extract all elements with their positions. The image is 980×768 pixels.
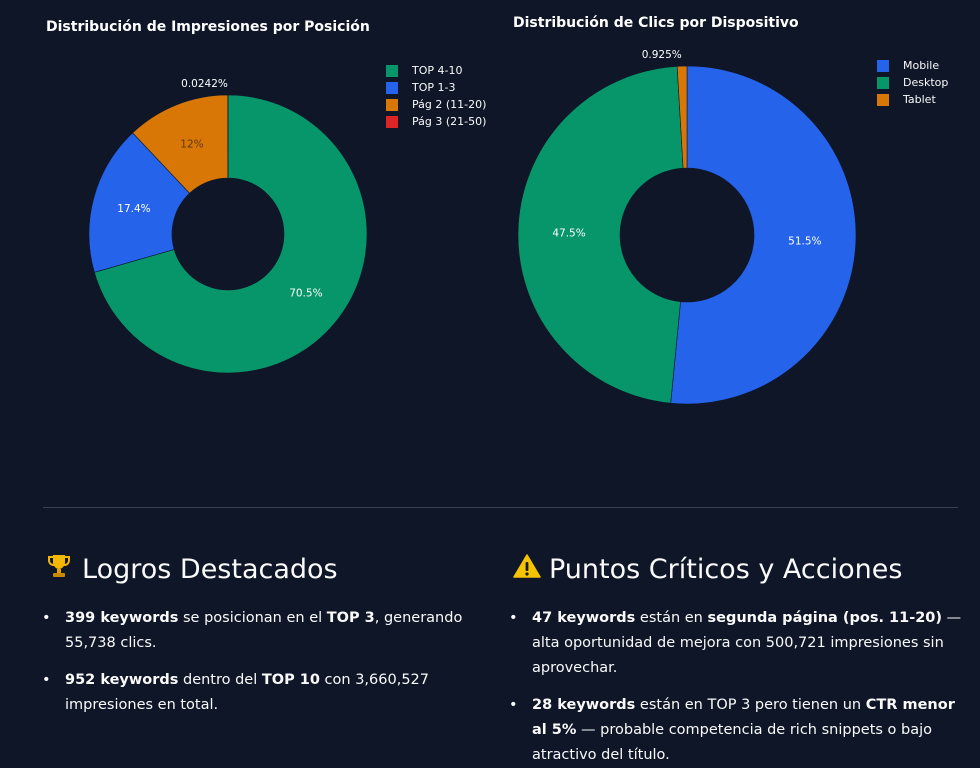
slice-label: 0.925% — [642, 49, 682, 61]
legend-item-pag-3[interactable]: Pág 3 (21-50) — [386, 113, 486, 130]
text: están en — [635, 610, 707, 626]
logros-section: Logros Destacados 399 keywords se posici… — [46, 548, 496, 718]
legend-item-desktop[interactable]: Desktop — [877, 74, 948, 91]
legend-swatch — [877, 60, 889, 72]
legend-item-tablet[interactable]: Tablet — [877, 91, 948, 108]
slice-label: 12% — [180, 138, 203, 150]
text: se posicionan en el — [178, 610, 326, 626]
list-item: 399 keywords se posicionan en el TOP 3, … — [46, 606, 496, 656]
legend-label: Pág 2 (11-20) — [412, 98, 486, 111]
legend-label: Desktop — [903, 76, 948, 89]
logros-list: 399 keywords se posicionan en el TOP 3, … — [46, 606, 496, 718]
legend-swatch — [386, 116, 398, 128]
trophy-icon — [46, 552, 72, 586]
bold-text: 47 keywords — [532, 610, 635, 626]
criticos-list: 47 keywords están en segunda página (pos… — [513, 606, 973, 768]
list-item: 47 keywords están en segunda página (pos… — [513, 606, 973, 681]
legend-label: Tablet — [903, 93, 936, 106]
legend-label: Pág 3 (21-50) — [412, 115, 486, 128]
text: están en TOP 3 pero tienen un — [635, 697, 865, 713]
logros-heading: Logros Destacados — [46, 548, 496, 590]
legend-item-mobile[interactable]: Mobile — [877, 57, 948, 74]
criticos-title: Puntos Críticos y Acciones — [549, 554, 902, 585]
legend-item-top-4-10[interactable]: TOP 4-10 — [386, 62, 486, 79]
bold-text: 952 keywords — [65, 672, 178, 688]
criticos-heading: Puntos Críticos y Acciones — [513, 548, 973, 590]
section-divider — [43, 507, 958, 508]
bold-text: TOP 10 — [262, 672, 320, 688]
donut-slice-desktop[interactable] — [518, 66, 683, 403]
list-item: 28 keywords están en TOP 3 pero tienen u… — [513, 693, 973, 768]
text: — probable competencia de rich snippets … — [532, 722, 932, 763]
bold-text: 28 keywords — [532, 697, 635, 713]
legend-swatch — [386, 82, 398, 94]
text: dentro del — [178, 672, 262, 688]
bold-text: TOP 3 — [327, 610, 375, 626]
legend-swatch — [386, 65, 398, 77]
legend-item-pag-2[interactable]: Pág 2 (11-20) — [386, 96, 486, 113]
slice-label: 70.5% — [289, 288, 322, 300]
bold-text: segunda página (pos. 11-20) — [707, 610, 942, 626]
bold-text: 399 keywords — [65, 610, 178, 626]
legend-item-top-1-3[interactable]: TOP 1-3 — [386, 79, 486, 96]
impressions-legend: TOP 4-10 TOP 1-3 Pág 2 (11-20) Pág 3 (21… — [386, 62, 486, 130]
legend-swatch — [877, 94, 889, 106]
list-item: 952 keywords dentro del TOP 10 con 3,660… — [46, 668, 496, 718]
logros-title: Logros Destacados — [82, 554, 338, 585]
slice-label: 0.0242% — [181, 78, 228, 90]
warning-icon — [513, 553, 539, 585]
legend-swatch — [877, 77, 889, 89]
legend-swatch — [386, 99, 398, 111]
legend-label: Mobile — [903, 59, 939, 72]
clicks-legend: Mobile Desktop Tablet — [877, 57, 948, 108]
legend-label: TOP 1-3 — [412, 81, 455, 94]
impressions-donut-chart[interactable]: 70.5% 17.4% 12% 0.0242% 51.5% 47.5% 0.925% — [0, 0, 980, 500]
slice-label: 51.5% — [788, 236, 821, 248]
donut-slice-mobile[interactable] — [671, 66, 856, 404]
slice-label: 47.5% — [552, 228, 585, 240]
slice-label: 17.4% — [117, 203, 150, 215]
legend-label: TOP 4-10 — [412, 64, 462, 77]
criticos-section: Puntos Críticos y Acciones 47 keywords e… — [513, 548, 973, 768]
